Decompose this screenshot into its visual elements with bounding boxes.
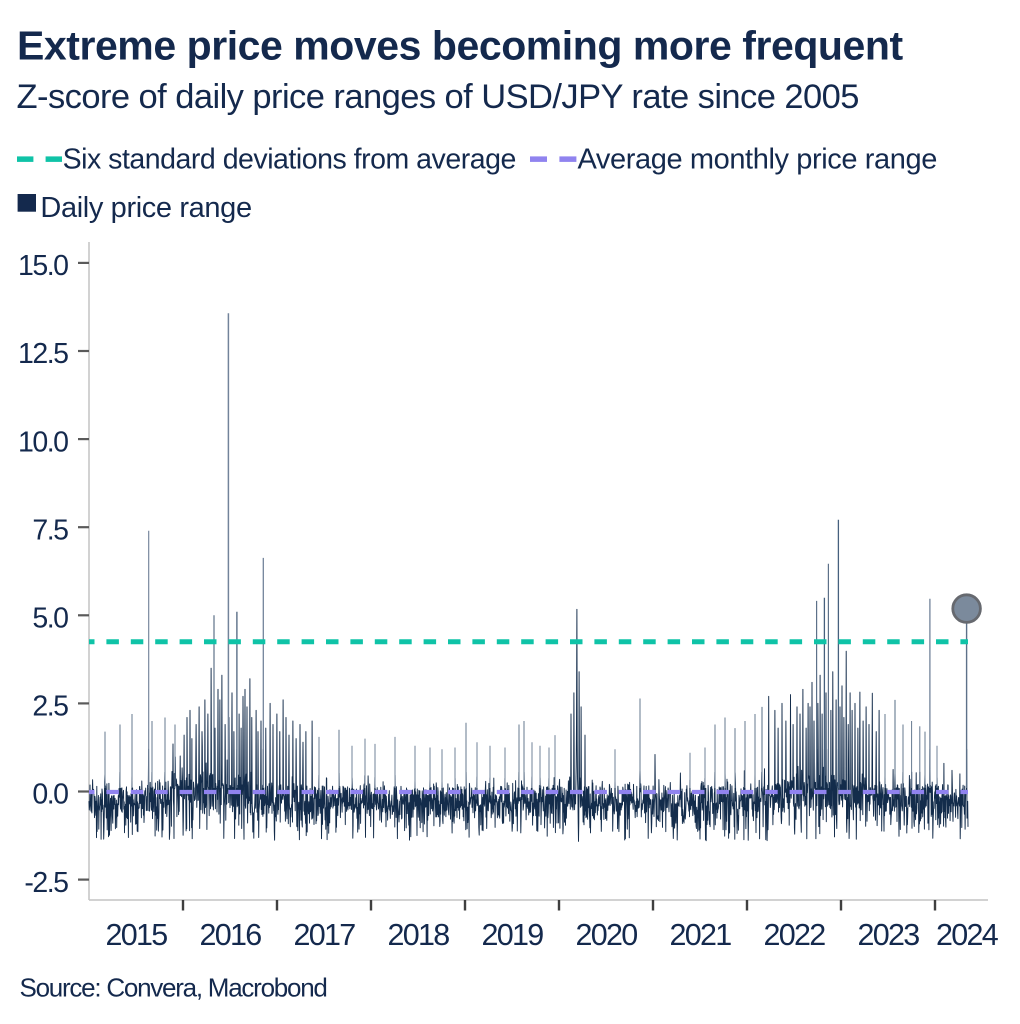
svg-text:2022: 2022: [763, 918, 825, 952]
svg-text:5.0: 5.0: [32, 603, 68, 635]
svg-text:Daily price range: Daily price range: [40, 192, 251, 224]
svg-text:-2.5: -2.5: [24, 867, 68, 899]
svg-text:10.0: 10.0: [18, 426, 68, 458]
svg-text:2015: 2015: [105, 918, 167, 952]
svg-text:Average monthly price range: Average monthly price range: [578, 143, 937, 175]
svg-text:Six standard deviations from a: Six standard deviations from average: [63, 143, 516, 175]
svg-text:2020: 2020: [575, 918, 637, 952]
svg-text:2017: 2017: [293, 918, 355, 952]
svg-text:7.5: 7.5: [32, 514, 68, 546]
svg-text:Z-score of daily price ranges: Z-score of daily price ranges of USD/JPY…: [17, 78, 859, 116]
svg-text:0.0: 0.0: [32, 779, 68, 811]
svg-text:2023: 2023: [857, 918, 919, 952]
svg-text:2016: 2016: [199, 918, 261, 952]
svg-text:12.5: 12.5: [18, 338, 68, 370]
svg-text:Extreme price moves becoming m: Extreme price moves becoming more freque…: [17, 23, 903, 69]
svg-text:2024: 2024: [936, 918, 999, 952]
svg-text:2.5: 2.5: [32, 691, 68, 723]
svg-text:2019: 2019: [481, 918, 543, 952]
svg-text:2018: 2018: [387, 918, 449, 952]
svg-text:15.0: 15.0: [18, 250, 68, 282]
svg-text:Source: Convera, Macrobond: Source: Convera, Macrobond: [20, 973, 327, 1003]
svg-text:2021: 2021: [669, 918, 731, 952]
